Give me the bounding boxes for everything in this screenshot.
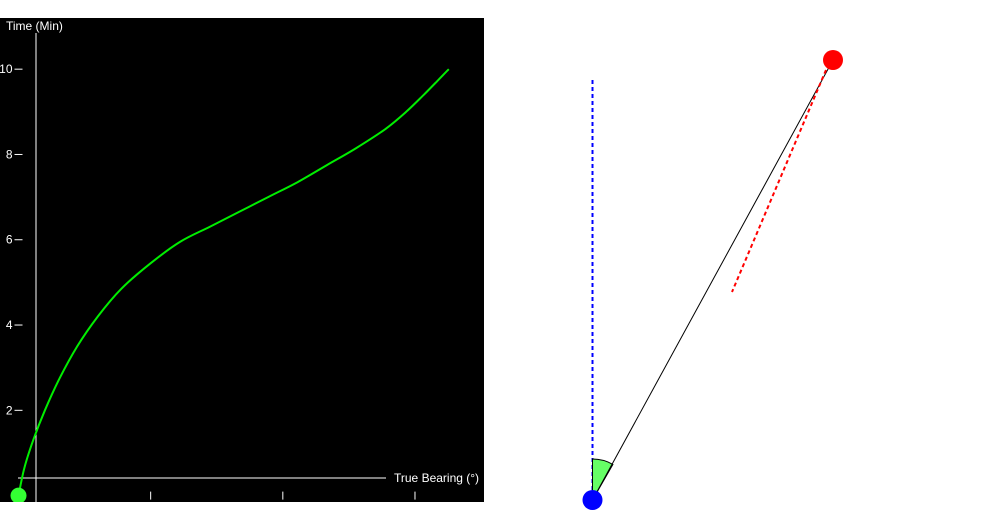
chart-svg: Time (Min) True Bearing (°) 45 90 135 2 4 6 8… <box>0 18 484 502</box>
start-marker[interactable] <box>11 488 27 502</box>
x-axis-label: True Bearing (°) <box>394 471 479 485</box>
y-ticks: 2 4 6 8 10 <box>0 62 23 417</box>
bearing-time-chart: Time (Min) True Bearing (°) 45 90 135 2 4 6 8… <box>0 18 484 502</box>
y-tick-label: 8 <box>6 147 13 161</box>
target-point[interactable] <box>823 50 843 70</box>
y-axis-label: Time (Min) <box>6 19 63 33</box>
y-tick-label: 4 <box>6 318 13 332</box>
x-ticks: 45 90 135 <box>144 492 425 502</box>
y-tick-label: 2 <box>6 403 13 417</box>
y-tick-label: 6 <box>6 233 13 247</box>
line-of-sight <box>593 60 834 500</box>
x-tick-label: 135 <box>405 501 425 502</box>
bearing-diagram <box>484 0 1000 522</box>
x-tick-label: 90 <box>276 501 290 502</box>
series-line <box>19 69 449 495</box>
observer-point[interactable] <box>583 490 603 510</box>
diagram-svg <box>484 0 1000 522</box>
x-tick-label: 45 <box>144 501 158 502</box>
y-tick-label: 10 <box>0 62 13 76</box>
target-track-line <box>732 70 826 292</box>
